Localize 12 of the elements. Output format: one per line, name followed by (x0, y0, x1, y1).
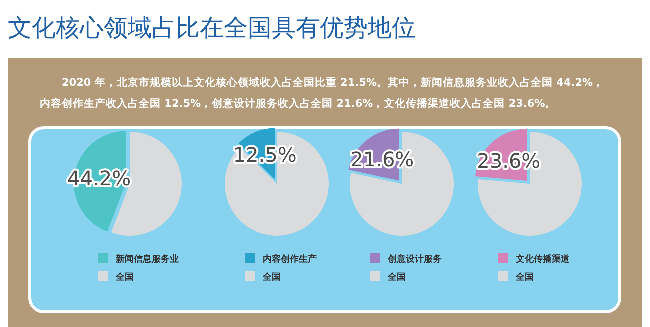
data-label: 44.2% (68, 166, 132, 190)
legend-label: 全国 (115, 272, 134, 283)
legend-label: 创意设计服务 (387, 254, 442, 265)
text: 内容创作生产收入占全国 12.5%，创意设计服务收入占全国 21.6%，文化传播渠道收入占全国 23.6%。 (40, 97, 556, 110)
legend-label: 新闻信息服务业 (115, 254, 179, 265)
chart-title: 文化核心领域占比在全国具有优势地位 (8, 14, 416, 42)
text: 2020 年，北京市规模以上文化核心领域收入占全国比重 21.5%。其中，新闻信息服务业收入占全国 44.2%， (62, 76, 604, 89)
legend-label: 内容创作生产 (263, 254, 317, 265)
legend-label: 全国 (515, 272, 534, 283)
legend-label: 全国 (262, 272, 281, 283)
legend-label: 全国 (387, 272, 406, 283)
legend-label: 文化传播渠道 (515, 254, 571, 265)
